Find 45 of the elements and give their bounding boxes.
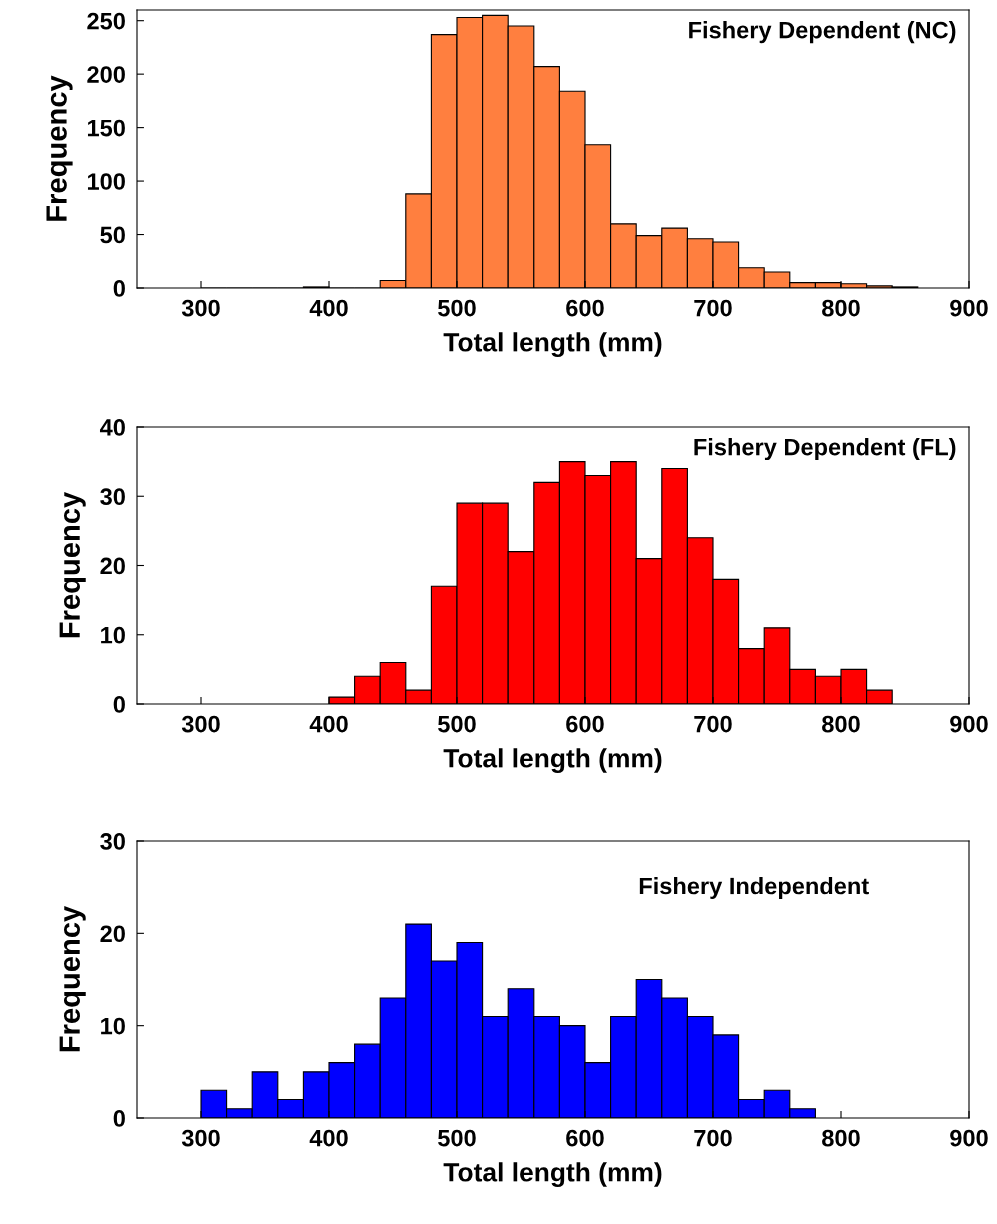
x-tick-label: 500: [438, 299, 476, 317]
x-tick-label: 400: [309, 1129, 348, 1147]
y-tick-label: 0: [113, 696, 125, 713]
y-tick-label: 20: [100, 925, 125, 943]
y-axis-title: Frequency: [59, 905, 86, 1052]
y-tick-label: 50: [100, 226, 125, 244]
x-tick-label: 400: [309, 299, 348, 317]
y-tick-label: 30: [100, 488, 125, 506]
x-tick-label: 300: [181, 715, 220, 733]
y-tick-label: 30: [100, 833, 125, 850]
x-tick-label: 600: [566, 299, 604, 317]
x-tick-label: 900: [950, 1129, 988, 1147]
y-tick-label: 200: [87, 66, 125, 83]
x-tick-label: 600: [566, 715, 604, 733]
annotation: Fishery Dependent (NC): [689, 21, 956, 44]
x-tick-label: 800: [822, 715, 860, 733]
x-tick-label: 500: [438, 1129, 476, 1147]
x-tick-label: 500: [438, 715, 476, 733]
x-axis-title: Total length (mm): [443, 1162, 662, 1187]
x-tick-label: 800: [822, 1129, 860, 1147]
y-tick-label: 40: [99, 419, 125, 436]
x-tick-label: 700: [694, 299, 732, 317]
annotation: Fishery Dependent (FL): [694, 438, 956, 461]
y-tick-label: 0: [113, 1110, 125, 1127]
y-tick-label: 20: [100, 557, 125, 575]
x-tick-label: 300: [181, 299, 220, 317]
x-axis-title: Total length (mm): [443, 748, 662, 773]
x-tick-label: 700: [694, 1129, 732, 1147]
x-tick-label: 400: [309, 715, 348, 733]
x-tick-label: 600: [566, 1129, 604, 1147]
y-tick-label: 250: [87, 12, 125, 30]
y-tick-label: 0: [113, 280, 125, 297]
y-tick-label: 10: [101, 1017, 125, 1035]
x-tick-label: 800: [822, 299, 860, 317]
y-axis-title: Frequency: [59, 491, 86, 638]
x-tick-label: 900: [950, 299, 988, 317]
x-tick-label: 300: [181, 1129, 220, 1147]
y-axis-title: Frequency: [46, 75, 73, 221]
x-tick-label: 700: [694, 715, 732, 733]
y-tick-label: 10: [101, 626, 125, 644]
annotation: Fishery Independent: [639, 877, 869, 900]
x-tick-label: 900: [950, 715, 988, 733]
y-tick-label: 100: [87, 173, 125, 190]
x-axis-title: Total length (mm): [443, 332, 662, 357]
y-tick-label: 150: [87, 119, 125, 137]
